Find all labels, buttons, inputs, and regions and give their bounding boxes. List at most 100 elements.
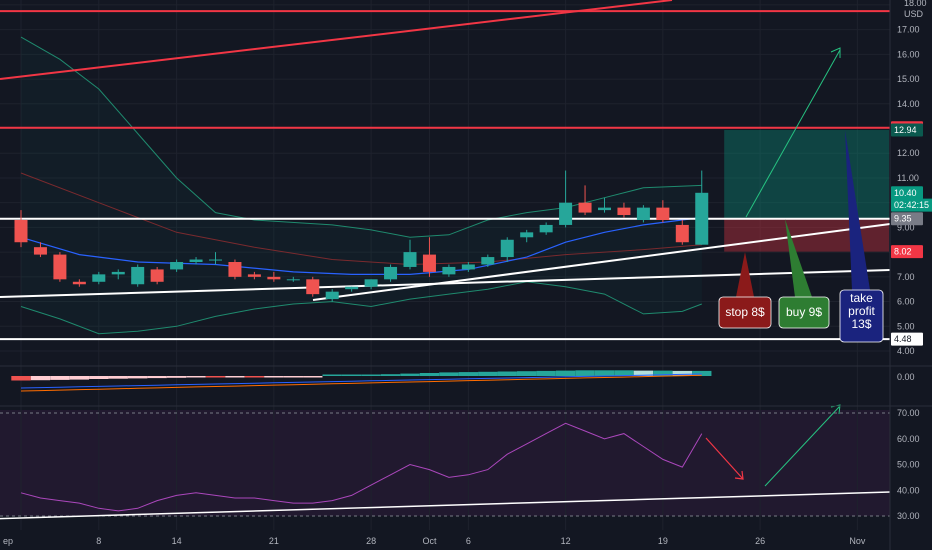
macd-histogram-bar [419, 373, 440, 376]
price-tick-label: 5.00 [897, 321, 915, 331]
callout-pointer [845, 130, 870, 290]
green-target-arrow [745, 49, 841, 218]
candle-body [695, 192, 709, 245]
candle-body [92, 274, 106, 282]
candle-body [189, 259, 203, 263]
price-tick-label: 11.00 [897, 173, 919, 183]
time-tick-label: 12 [561, 536, 571, 546]
macd-histogram-bar [205, 376, 226, 378]
currency-label: USD [904, 9, 924, 19]
macd-histogram-bar [575, 370, 595, 376]
macd-histogram-bar [341, 374, 362, 376]
time-tick-label: 26 [755, 536, 765, 546]
candle-body [209, 259, 222, 261]
price-label-text: 9.35 [894, 214, 912, 224]
macd-histogram-bar [69, 376, 90, 380]
candle-body [131, 266, 145, 285]
price-tick-label: 18.00 [904, 0, 927, 8]
time-tick-label: Nov [849, 536, 866, 546]
candle-body [520, 232, 534, 238]
red-upper-trendline [0, 0, 673, 80]
macd-pane: 0.00 [11, 370, 915, 392]
macd-histogram-bar [653, 370, 673, 376]
ma-blue-line [20, 216, 702, 275]
long-position-box[interactable] [724, 130, 889, 252]
candle-body [150, 269, 164, 282]
candle-body [364, 279, 378, 287]
candle-body [111, 271, 125, 275]
time-tick-label: Oct [422, 536, 437, 546]
macd-histogram-bar [692, 370, 712, 376]
price-label-tag [891, 186, 923, 200]
projection-arrows [705, 47, 841, 487]
ma-red-line [20, 172, 702, 266]
price-tick-label: 6.00 [897, 297, 915, 307]
candle-body [286, 279, 300, 281]
macd-histogram-bar [555, 370, 576, 376]
time-axis[interactable]: ep 8 14 21 28 Oct 6 12 19 26 Nov [3, 536, 866, 546]
macd-histogram-bar [517, 371, 537, 376]
macd-histogram-bar [166, 376, 187, 378]
macd-histogram-bar [283, 376, 303, 378]
time-tick-label: ep [3, 536, 13, 546]
horizontal-levels [0, 10, 890, 341]
time-tick-label: 14 [172, 536, 182, 546]
price-tick-label: 17.00 [897, 25, 920, 35]
bollinger-lower-line [20, 281, 702, 335]
candle-body [228, 262, 242, 277]
candle-body [33, 247, 47, 255]
red-down-arrow [705, 437, 744, 480]
callout-text: take [850, 291, 873, 305]
price-tick-label: 15.00 [897, 74, 920, 84]
callout-text: profit [848, 304, 875, 318]
price-label-tag [891, 332, 923, 346]
macd-histogram-bar [147, 376, 167, 379]
price-label-text: 12.94 [894, 125, 917, 135]
callout-pointer [785, 219, 812, 297]
macd-histogram-bar [633, 370, 654, 376]
macd-histogram-bar [264, 376, 284, 378]
rsi-tick-label: 60.00 [897, 434, 920, 444]
candle-body [422, 254, 436, 272]
rsi-tick-label: 70.00 [897, 408, 920, 418]
candle-body [14, 219, 28, 243]
time-tick-label: 8 [96, 536, 101, 546]
time-tick-label: 6 [466, 536, 471, 546]
candle-body [72, 281, 86, 285]
callout-box [778, 296, 830, 329]
price-label-text: 8.02 [894, 247, 912, 257]
macd-histogram-bar [303, 376, 323, 378]
candle-body [247, 274, 261, 277]
macd-histogram-bar [89, 376, 109, 379]
candle-body [306, 279, 320, 295]
candle-body [559, 202, 573, 225]
candle-body [500, 239, 514, 258]
price-label-tag [891, 245, 923, 259]
price-tick-label: 9.00 [897, 222, 915, 232]
macd-histogram-bar [50, 376, 70, 380]
macd-histogram-bar [380, 374, 401, 376]
price-tick-label: 7.00 [897, 272, 915, 282]
price-tick-label: 14.00 [897, 99, 920, 109]
macd-histogram-bar [322, 374, 342, 376]
price-tick-label: 4.00 [897, 346, 915, 356]
candle-body [325, 291, 339, 300]
macd-histogram-bar [672, 370, 692, 376]
rsi-tick-label: 40.00 [897, 485, 920, 495]
candlestick-series [14, 170, 709, 302]
macd-histogram-bar [458, 372, 479, 376]
time-tick-label: 19 [658, 536, 668, 546]
macd-histogram-bar [361, 374, 381, 376]
time-tick-label: 21 [269, 536, 279, 546]
white-rising-trendline [312, 223, 891, 301]
price-label-text: 10.40 [894, 188, 917, 198]
price-label-tag [891, 212, 923, 226]
macd-histogram-bar [439, 372, 459, 376]
callout-box [718, 296, 772, 329]
candle-body [345, 286, 359, 290]
macd-histogram-bar [30, 376, 51, 381]
price-label-text: 4.48 [894, 334, 912, 344]
candle-body [617, 207, 631, 216]
